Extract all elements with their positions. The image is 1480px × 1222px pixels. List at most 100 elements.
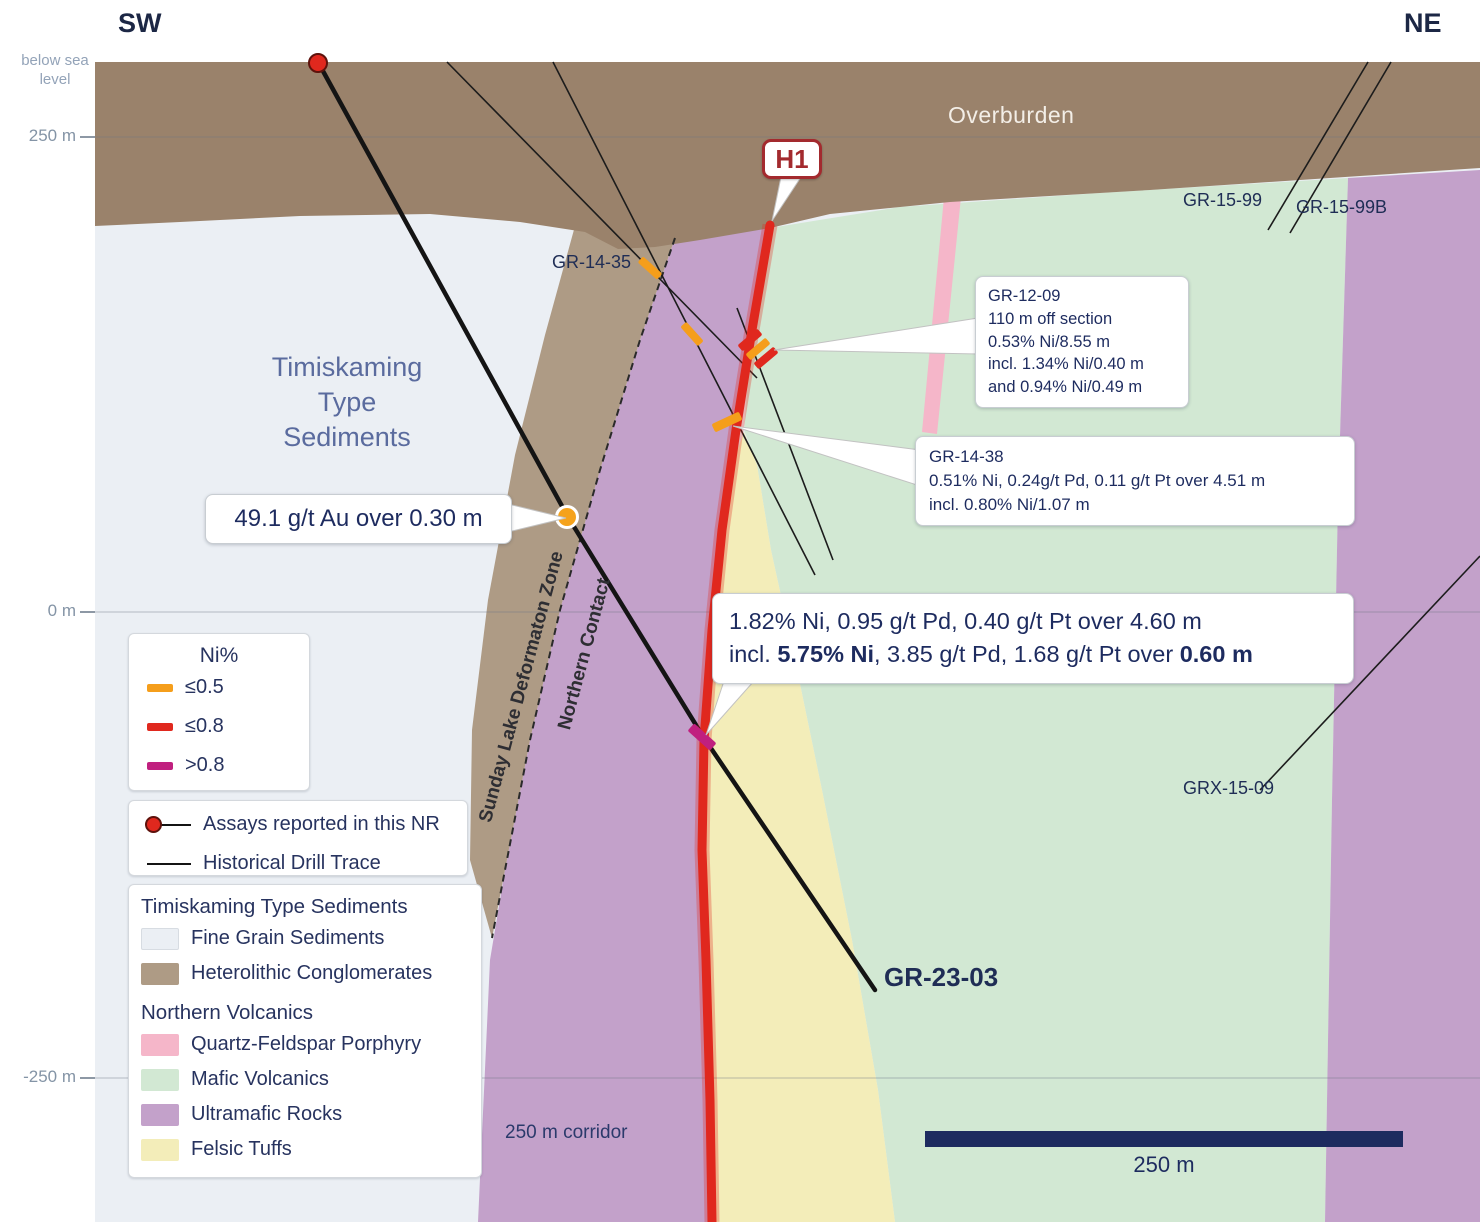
ni-high-label: >0.8 (185, 754, 225, 776)
marker-gr-12-09-b (746, 338, 770, 360)
scale-bar-label: 250 m (1133, 1152, 1195, 1177)
callout-main-line1: 1.82% Ni, 0.95 g/t Pd, 0.40 g/t Pt over … (729, 608, 1202, 634)
qfp-label: Quartz-Feldspar Porphyry (191, 1033, 422, 1055)
litho-mafic-row: Mafic Volcanics (129, 1062, 481, 1097)
fine-grain-label: Fine Grain Sediments (191, 927, 385, 949)
trace-historical-2 (552, 61, 816, 576)
trace-gr-23-03 (315, 59, 878, 993)
axis-below-sea-line1: below sea (21, 52, 89, 69)
callout-gr-12-09-line2: 0.53% Ni/8.55 m (988, 332, 1110, 351)
callout-gr-12-09-line4: and 0.94% Ni/0.49 m (988, 378, 1143, 397)
fine-grain-swatch (141, 927, 179, 950)
ni-high-swatch (147, 761, 173, 770)
litho-fine-grain-row: Fine Grain Sediments (129, 921, 481, 956)
compass-sw: SW (118, 8, 162, 38)
h1-tag: H1 (762, 139, 822, 179)
callout-pointers (507, 176, 979, 736)
ni-low-label: ≤0.5 (185, 676, 224, 698)
callout-main-intercept: 1.82% Ni, 0.95 g/t Pd, 0.40 g/t Pt over … (712, 593, 1354, 684)
historical-trace-symbol (147, 862, 191, 865)
trace-gr-15-99b (1289, 61, 1392, 234)
ultramafic-label: Ultramafic Rocks (191, 1103, 343, 1125)
scale-bar (925, 1131, 1403, 1147)
callout-gr-12-09-line3: incl. 1.34% Ni/0.40 m (988, 355, 1144, 374)
timiskaming-line3: Sediments (283, 422, 411, 453)
marker-gr-12-09-c (754, 347, 778, 369)
ultramafic-swatch (141, 1103, 179, 1126)
timiskaming-label: Timiskaming Type Sediments (242, 350, 452, 455)
axis-below-sea-line2: level (39, 70, 71, 88)
trace-grx-15-09 (1259, 555, 1480, 791)
callout-gr-14-38-line1: 0.51% Ni, 0.24g/t Pd, 0.11 g/t Pt over 4… (929, 471, 1266, 491)
mafic-label: Mafic Volcanics (191, 1068, 329, 1090)
timiskaming-line2: Type (317, 387, 377, 418)
unit-ultramafic-central (478, 225, 770, 1222)
marker-gr-12-09-a (738, 329, 762, 351)
litho-group1-header: Timiskaming Type Sediments (141, 895, 408, 918)
hole-label-gr-15-99b: GR-15-99B (1296, 197, 1388, 217)
litho-felsic-row: Felsic Tuffs (129, 1132, 481, 1167)
unit-heterolithic-conglomerates (470, 226, 675, 938)
overburden-label: Overburden (948, 102, 1075, 128)
h1-horizon-line (697, 220, 775, 1222)
legend-ni-item-mid: ≤0.8 (129, 707, 309, 746)
ni-mid-swatch (147, 722, 173, 731)
callout-main-line2-bold1: 5.75% Ni (777, 641, 874, 668)
hole-label-gr-23-03: GR-23-03 (884, 962, 999, 992)
compass-ne: NE (1404, 8, 1442, 38)
ni-mid-label: ≤0.8 (185, 715, 224, 737)
callout-gr-12-09-line1: 110 m off section (988, 309, 1113, 328)
corridor-label: 250 m corridor (505, 1122, 628, 1143)
assays-symbol (145, 815, 191, 833)
qfp-swatch (141, 1033, 179, 1056)
mafic-swatch (141, 1068, 179, 1091)
legend-symbols-panel: Assays reported in this NR Historical Dr… (128, 800, 468, 876)
unit-ultramafic-right (1325, 170, 1480, 1222)
legend-ni-item-high: >0.8 (129, 746, 309, 785)
axis-tick-neg250: -250 m (23, 1067, 76, 1086)
assay-collar-icon (145, 815, 162, 833)
axis-tick-0: 0 m (47, 601, 76, 620)
legend-historical-row: Historical Drill Trace (129, 844, 467, 883)
felsic-swatch (141, 1138, 179, 1161)
timiskaming-line1: Timiskaming (271, 352, 423, 382)
trace-gr-14-35 (446, 61, 758, 379)
axis-tick-250: 250 m (28, 126, 76, 145)
litho-qfp-row: Quartz-Feldspar Porphyry (129, 1027, 481, 1062)
callout-main-line2-prefix: incl. (729, 641, 778, 668)
callout-main-line2-bold2: 0.60 m (1179, 641, 1253, 668)
axis-tick-marks (80, 136, 95, 1079)
litho-ultramafic-row: Ultramafic Rocks (129, 1097, 481, 1132)
ni-low-swatch (147, 683, 173, 692)
historical-label: Historical Drill Trace (203, 852, 381, 874)
marker-gr-14-38 (712, 412, 742, 432)
hole-label-gr-15-99: GR-15-99 (1183, 190, 1263, 210)
felsic-label: Felsic Tuffs (191, 1138, 292, 1160)
litho-conglomerate-row: Heterolithic Conglomerates (129, 956, 481, 991)
callout-gr-14-38-line2: incl. 0.80% Ni/1.07 m (929, 495, 1090, 515)
callout-gr-12-09-title: GR-12-09 (988, 287, 1061, 305)
callout-main-line2-mid: , 3.85 g/t Pd, 1.68 g/t Pt over (874, 641, 1180, 668)
marker-ni-low-2 (681, 322, 703, 346)
collar-gr-23-03 (308, 53, 328, 73)
legend-ni-item-low: ≤0.5 (129, 668, 309, 707)
callout-au: 49.1 g/t Au over 0.30 m (205, 494, 512, 544)
hole-label-grx-15-09: GRX-15-09 (1183, 778, 1275, 798)
callout-gr-14-38: GR-14-38 0.51% Ni, 0.24g/t Pd, 0.11 g/t … (915, 436, 1355, 527)
northern-contact-dashed-line (491, 237, 676, 939)
intercept-markers (308, 53, 778, 750)
assays-label: Assays reported in this NR (203, 813, 440, 835)
hole-label-gr-14-35: GR-14-35 (552, 252, 632, 272)
legend-assays-row: Assays reported in this NR (129, 805, 467, 844)
callout-gr-14-38-title: GR-14-38 (929, 447, 1004, 466)
callout-main-line2: incl. 5.75% Ni, 3.85 g/t Pd, 1.68 g/t Pt… (729, 638, 1337, 671)
marker-ni-low-1 (638, 257, 662, 279)
litho-group2-header: Northern Volcanics (141, 1001, 314, 1024)
unit-qfp-dyke (922, 197, 961, 434)
legend-ni-panel: Ni% ≤0.5 ≤0.8 >0.8 (128, 633, 310, 791)
trace-gr-15-99 (1267, 61, 1369, 231)
conglomerate-swatch (141, 962, 179, 985)
conglomerate-label: Heterolithic Conglomerates (191, 962, 433, 984)
axis-below-sea-label: below sea level (12, 52, 98, 90)
